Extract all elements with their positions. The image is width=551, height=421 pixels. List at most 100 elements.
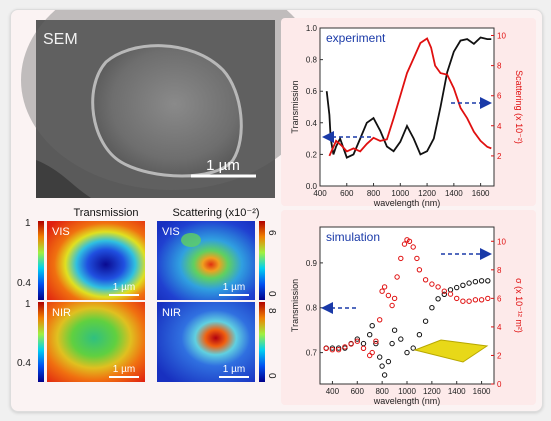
scattering-point <box>441 288 447 294</box>
y2-tick-label: 10 <box>497 237 506 246</box>
simulation-chart: 400 600 800 1000 1200 1400 1600 0.7 0.8 0.9 0 2 4 6 8 1… <box>281 210 536 406</box>
scattering-point <box>391 295 398 302</box>
svg-text:1: 1 <box>25 299 31 310</box>
figure-canvas: SEM 1 µm Transmission Scattering (x10⁻²)… <box>17 10 536 406</box>
figure-panel: SEM 1 µm Transmission Scattering (x10⁻²)… <box>10 9 543 412</box>
y-tick-label: 0.4 <box>306 119 318 128</box>
transmission-point <box>454 284 460 291</box>
scattering-point <box>478 297 485 303</box>
x-tick-label: 600 <box>351 387 365 396</box>
transmission-point <box>466 280 472 286</box>
scattering-point <box>414 255 420 262</box>
y-tick-label: 0.8 <box>306 304 318 313</box>
scattering-point <box>381 284 388 290</box>
scattering-point <box>429 281 435 287</box>
y-tick-label: 0.6 <box>306 87 318 96</box>
y-tick-label: 0.2 <box>306 150 318 159</box>
y2-axis-label: σ (x 10⁻¹² m²) <box>514 278 524 333</box>
scattering-point <box>410 244 416 250</box>
scattering-point <box>379 288 385 294</box>
transmission-point <box>367 332 373 338</box>
x-tick-label: 1400 <box>445 189 463 198</box>
svg-text:8: 8 <box>266 308 277 314</box>
x-tick-label: 400 <box>313 189 327 198</box>
transmission-point <box>485 278 491 284</box>
y-tick-label: 0.9 <box>306 259 318 268</box>
scattering-point <box>360 345 367 351</box>
transmission-point <box>369 323 375 329</box>
scattering-point <box>394 274 400 280</box>
svg-text:0: 0 <box>266 373 277 379</box>
x-tick-label: 400 <box>326 387 340 396</box>
transmission-point <box>329 345 336 351</box>
transmission-point <box>478 278 485 284</box>
y2-tick-label: 6 <box>497 294 502 303</box>
x-tick-label: 1600 <box>472 189 490 198</box>
y2-tick-label: 4 <box>497 122 502 131</box>
y2-axis-label: Scattering (x 10⁻²) <box>514 70 524 144</box>
plot-area <box>319 226 495 385</box>
sem-label: SEM <box>43 31 78 48</box>
scattering-point <box>354 338 360 344</box>
scattering-nir-map: NIR 1 µm <box>157 302 255 382</box>
svg-text:1 µm: 1 µm <box>113 282 135 293</box>
scattering-point <box>422 277 429 283</box>
x-axis-label: wavelength (nm) <box>373 198 441 208</box>
x-tick-label: 1000 <box>398 387 416 396</box>
scattering-point <box>416 267 423 273</box>
x-axis-label: wavelength (nm) <box>373 396 441 406</box>
y-axis-label: Transmission <box>290 279 300 332</box>
y2-tick-label: 10 <box>497 32 506 41</box>
plot-area <box>319 27 495 187</box>
scattering-point <box>373 338 379 344</box>
y2-tick-label: 8 <box>497 62 502 71</box>
scattering-map-title: Scattering (x10⁻²) <box>172 207 259 219</box>
y-tick-label: 0.7 <box>306 349 318 358</box>
transmission-point <box>398 336 404 342</box>
transmission-point <box>335 345 342 351</box>
transmission-point <box>379 363 385 369</box>
scattering-point <box>335 347 342 353</box>
transmission-point <box>441 291 447 297</box>
y-tick-label: 0.0 <box>306 182 318 191</box>
nanoparticle-illustration <box>413 339 489 363</box>
svg-text:0.4: 0.4 <box>17 358 31 369</box>
transmission-point <box>422 318 429 324</box>
x-tick-label: 1600 <box>473 387 491 396</box>
x-tick-label: 1200 <box>418 189 436 198</box>
scattering-nir-colorbar <box>259 302 265 382</box>
nir-label: NIR <box>52 307 71 319</box>
scattering-point <box>369 349 375 356</box>
svg-text:VIS: VIS <box>162 226 180 238</box>
x-tick-label: 800 <box>375 387 389 396</box>
transmission-map-title: Transmission <box>74 207 139 219</box>
scattering-point <box>377 317 383 323</box>
scattering-point <box>406 238 413 245</box>
y2-tick-label: 6 <box>497 92 502 101</box>
transmission-point <box>354 336 360 342</box>
y2-tick-label: 2 <box>497 351 502 360</box>
y-axis-label: Transmission <box>290 80 300 133</box>
scattering-point <box>398 255 404 262</box>
scattering-point <box>447 291 454 297</box>
transmission-point <box>416 332 423 338</box>
transmission-point <box>460 282 466 288</box>
scattering-vis-map: VIS 1 µm <box>157 221 255 300</box>
scattering-point <box>329 347 336 353</box>
x-tick-label: 1200 <box>423 387 441 396</box>
svg-text:6: 6 <box>266 230 277 236</box>
transmission-nir-colorbar <box>38 302 44 382</box>
chart-title: experiment <box>326 31 386 45</box>
transmission-line <box>325 36 492 159</box>
scattering-point <box>485 295 491 302</box>
svg-text:1 µm: 1 µm <box>223 282 245 293</box>
x-tick-label: 600 <box>340 189 354 198</box>
scattering-point <box>472 297 479 303</box>
scattering-point <box>323 345 329 351</box>
scattering-point <box>385 292 392 299</box>
svg-text:1 µm: 1 µm <box>113 364 135 375</box>
transmission-point <box>429 305 435 311</box>
transmission-point <box>373 340 379 347</box>
x-tick-label: 1400 <box>448 387 466 396</box>
transmission-vis-colorbar <box>38 221 44 300</box>
